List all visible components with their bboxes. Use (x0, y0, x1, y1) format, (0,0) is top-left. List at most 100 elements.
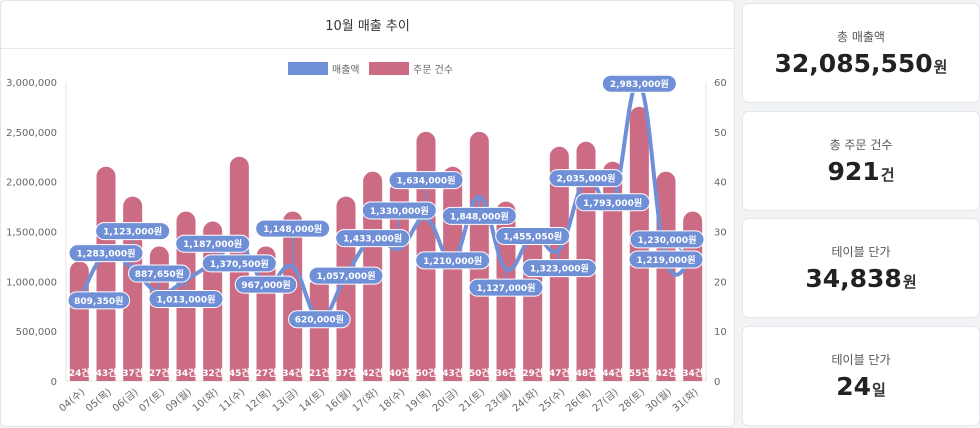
revenue-data-label: 1,057,000원 (317, 270, 376, 282)
stat-value: 921 (827, 157, 880, 186)
x-axis-tick: 23(월) (483, 386, 514, 414)
revenue-label-bubble (95, 222, 171, 241)
order-bar (309, 276, 329, 381)
order-count-label: 27건 (256, 367, 277, 379)
order-count-label: 36건 (496, 367, 517, 379)
order-count-label: 27건 (149, 367, 170, 379)
chart-title: 10월 매출 추이 (1, 1, 734, 49)
order-bar (656, 171, 676, 381)
x-axis-tick: 07(토) (137, 387, 167, 415)
x-axis-tick: 21(토) (457, 387, 487, 415)
left-axis-tick: 1,000,000 (6, 277, 57, 288)
x-axis-tick: 25(수) (537, 386, 568, 414)
revenue-data-label: 1,210,000원 (423, 255, 482, 267)
stat-unit: 건 (880, 166, 895, 184)
revenue-data-label: 1,455,050원 (503, 230, 562, 242)
order-count-label: 42건 (656, 367, 677, 379)
sales-chart-card: 10월 매출 추이 0 500,000 1,000,000 1,500,000 2,00… (0, 0, 735, 427)
order-count-label: 43건 (442, 367, 463, 379)
stat-unit: 일 (871, 381, 886, 399)
revenue-data-label: 1,127,000원 (477, 282, 536, 294)
stat-table-price: 테이블 단가 34,838원 (742, 218, 980, 318)
revenue-label-bubble (548, 169, 624, 188)
revenue-data-label: 1,793,000원 (583, 197, 642, 209)
order-count-label: 42건 (362, 367, 383, 379)
stat-total-sales: 총 매출액 32,085,550원 (742, 3, 980, 103)
right-axis-tick: 50 (714, 128, 727, 139)
left-axis-tick: 2,500,000 (6, 128, 57, 139)
stat-unit: 원 (902, 273, 917, 291)
order-count-label: 24건 (69, 367, 90, 379)
revenue-data-label: 620,000원 (295, 314, 344, 326)
revenue-label-bubble (67, 291, 131, 310)
order-count-label: 48건 (576, 367, 597, 379)
order-count-label: 37건 (122, 367, 143, 379)
order-count-label: 50건 (469, 367, 490, 379)
x-axis-tick: 05(목) (83, 386, 114, 414)
legend-orders-label: 주문 건수 (413, 64, 453, 76)
stat-unit: 원 (933, 58, 948, 76)
revenue-label-bubble (361, 201, 437, 220)
x-axis-tick: 18(수) (377, 386, 408, 414)
x-axis-tick: 09(월) (163, 386, 194, 414)
stat-label: 총 주문 건수 (829, 138, 893, 152)
left-axis-tick: 3,000,000 (6, 78, 57, 89)
order-count-label: 34건 (176, 367, 197, 379)
right-axis-tick: 20 (714, 277, 727, 288)
x-axis-tick: 11(수) (217, 386, 248, 414)
revenue-data-label: 1,330,000원 (370, 205, 429, 217)
order-count-label: 44건 (602, 367, 623, 379)
order-count-label: 37건 (336, 367, 357, 379)
x-axis-tick: 31(화) (670, 386, 701, 414)
revenue-data-label: 1,013,000원 (157, 294, 216, 306)
revenue-label-bubble (575, 193, 651, 212)
revenue-data-label: 809,350원 (74, 295, 123, 307)
revenue-data-label: 1,283,000원 (77, 248, 136, 260)
revenue-label-bubble (521, 259, 597, 278)
revenue-data-label: 2,983,000원 (610, 78, 669, 90)
right-axis-tick: 0 (714, 377, 720, 388)
order-bar (123, 196, 143, 381)
revenue-label-bubble (629, 230, 705, 249)
revenue-label-bubble (388, 171, 464, 190)
order-count-label: 34건 (682, 367, 703, 379)
revenue-data-label: 2,035,000원 (557, 173, 616, 185)
revenue-label-bubble (234, 275, 298, 294)
revenue-label-bubble (288, 310, 351, 329)
revenue-label-bubble (201, 254, 277, 273)
revenue-label-bubble (495, 226, 571, 245)
x-axis-tick: 13(금) (270, 386, 301, 414)
right-axis-tick: 60 (714, 78, 727, 89)
order-bar (283, 211, 303, 381)
order-count-label: 34건 (282, 367, 303, 379)
revenue-labels: 809,350원 1,283,000원 1,123,000원 887,650원 1,01… (67, 74, 705, 329)
left-axis-tick: 0 (51, 377, 57, 388)
x-axis-tick: 06(금) (110, 386, 141, 414)
left-axis-tick: 500,000 (16, 327, 57, 338)
order-bar (523, 236, 543, 381)
stat-value: 24 (836, 372, 871, 401)
order-count-label: 47건 (549, 367, 570, 379)
order-count-label: 21건 (309, 367, 330, 379)
x-axis-tick: 28(토) (617, 387, 647, 415)
revenue-label-bubble (255, 219, 331, 238)
right-axis-tick: 30 (714, 228, 727, 239)
order-count-label: 45건 (229, 367, 250, 379)
revenue-data-label: 1,219,000원 (637, 254, 696, 266)
stat-label: 테이블 단가 (831, 353, 891, 367)
revenue-data-label: 1,370,500원 (210, 258, 269, 270)
revenue-data-label: 887,650원 (135, 268, 184, 280)
x-axis-tick: 17(화) (350, 386, 381, 414)
order-bar (96, 166, 116, 381)
stat-days: 테이블 단가 24일 (742, 326, 980, 426)
order-count-label: 43건 (96, 367, 117, 379)
revenue-label-bubble (148, 290, 224, 309)
revenue-data-label: 1,433,000원 (343, 233, 402, 245)
order-count-label: 50건 (416, 367, 437, 379)
left-axis-tick: 2,000,000 (6, 178, 57, 189)
revenue-label-bubble (308, 266, 384, 285)
revenue-data-label: 967,000원 (241, 279, 290, 291)
legend-revenue-label: 매출액 (332, 64, 360, 76)
revenue-label-bubble (175, 234, 251, 253)
right-axis-tick: 40 (714, 178, 727, 189)
